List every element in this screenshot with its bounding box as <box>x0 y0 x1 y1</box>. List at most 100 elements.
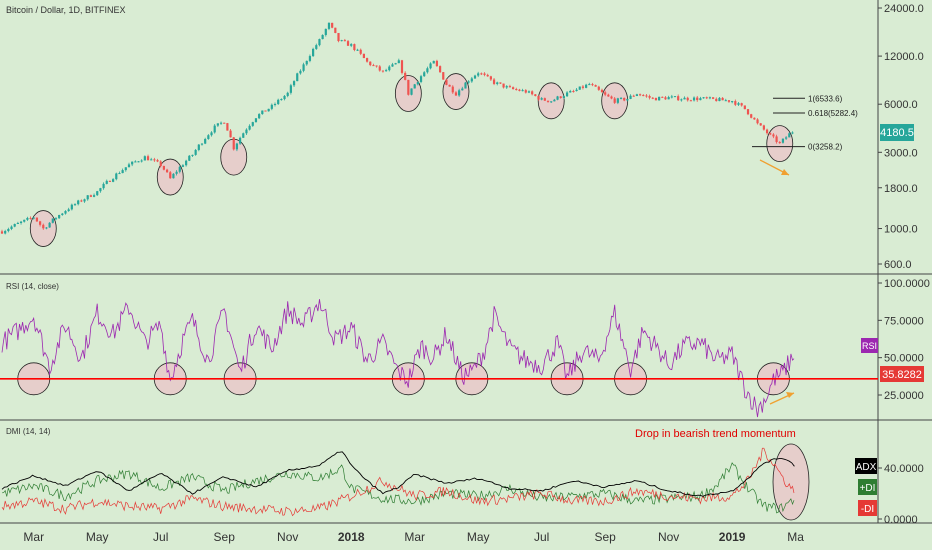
candle-body <box>626 98 629 101</box>
price-candles <box>0 22 794 235</box>
candle-body <box>61 213 64 216</box>
candle-body <box>651 97 654 99</box>
candle-body <box>175 171 178 174</box>
candle-body <box>267 108 270 112</box>
candle-body <box>718 97 721 102</box>
candle-body <box>394 63 397 65</box>
candle-body <box>80 200 83 202</box>
candle-body <box>696 97 699 101</box>
candle-body <box>508 86 512 88</box>
candle-body <box>458 90 461 96</box>
candle-body <box>537 96 540 100</box>
candle-body <box>375 65 378 67</box>
candle-body <box>372 65 375 67</box>
fib-level-label: 0(3258.2) <box>808 143 843 152</box>
candle-body <box>781 138 785 143</box>
candle-body <box>23 219 26 222</box>
plus-di-line <box>1 462 795 514</box>
candle-body <box>591 84 594 86</box>
rsi-badge-label: RSI <box>862 341 877 351</box>
last-price-label: 4180.5 <box>880 127 914 139</box>
fib-level-label: 1(6533.6) <box>808 94 843 103</box>
price-axis: 24000.0 12000.0 6000.0 3000.0 1800.0 1000.0 60… <box>878 3 924 271</box>
candle-body <box>369 61 372 66</box>
dmi-highlight-circle <box>772 443 810 521</box>
candle-body <box>546 100 550 102</box>
candle-body <box>153 159 156 161</box>
candle-body <box>391 64 394 67</box>
candle-body <box>121 170 124 174</box>
time-axis-label: Sep <box>594 530 616 544</box>
candle-body <box>86 195 89 200</box>
candle-body <box>226 123 229 131</box>
rsi-series <box>1 299 795 418</box>
candle-body <box>559 96 562 98</box>
candle-body <box>127 164 131 168</box>
candle-body <box>115 173 118 180</box>
time-axis: Mar May Jul Sep Nov 2018 Mar May Jul Sep Nov 2019 Ma <box>23 530 804 544</box>
candle-body <box>64 211 67 214</box>
candle-body <box>477 73 480 76</box>
candle-body <box>769 133 772 135</box>
candle-body <box>397 60 400 64</box>
candle-body <box>775 136 778 143</box>
candle-body <box>346 41 350 46</box>
candle-body <box>331 22 334 28</box>
candle-body <box>492 79 496 84</box>
candle-body <box>711 97 715 99</box>
candle-body <box>245 129 248 134</box>
candle-body <box>619 97 623 99</box>
candle-body <box>638 94 642 96</box>
candle-body <box>185 160 188 166</box>
adx-line <box>1 451 795 497</box>
candle-body <box>118 173 121 175</box>
price-tick-label: 3000.0 <box>884 147 918 159</box>
candle-body <box>518 89 521 91</box>
candle-body <box>778 142 781 144</box>
time-axis-label: Nov <box>658 530 679 544</box>
rsi-line <box>1 299 795 418</box>
candle-body <box>70 204 73 210</box>
candle-body <box>327 22 331 29</box>
candle-body <box>515 89 518 91</box>
candle-body <box>753 117 756 120</box>
candle-body <box>791 132 794 134</box>
candle-body <box>362 53 365 59</box>
time-axis-label: Mar <box>404 530 425 544</box>
candle-body <box>442 72 445 80</box>
candle-body <box>172 173 175 179</box>
candle-body <box>235 143 239 150</box>
candle-body <box>534 94 537 97</box>
candle-body <box>765 129 769 134</box>
candle-body <box>73 204 77 206</box>
candle-body <box>312 48 315 57</box>
candle-body <box>283 95 286 100</box>
dmi-pane-circle <box>772 443 810 521</box>
candle-body <box>594 85 597 87</box>
candle-body <box>150 159 153 161</box>
candle-body <box>216 123 219 126</box>
candle-body <box>105 180 108 184</box>
candle-body <box>740 103 743 106</box>
candle-body <box>762 125 765 130</box>
candle-body <box>607 94 610 97</box>
candle-body <box>89 195 92 197</box>
fib-level-label: 0.618(5282.4) <box>808 109 858 118</box>
candle-body <box>648 96 651 98</box>
candle-body <box>131 161 134 165</box>
candle-body <box>26 217 29 220</box>
candle-body <box>340 40 343 42</box>
candle-body <box>464 82 467 89</box>
candle-body <box>524 90 527 93</box>
candle-body <box>480 73 483 75</box>
candle-body <box>112 179 115 182</box>
last-price-badge: 4180.5 <box>880 124 914 141</box>
up-arrow <box>769 392 795 405</box>
candle-body <box>315 45 318 49</box>
candle-body <box>565 92 569 97</box>
candle-body <box>54 218 58 220</box>
candle-body <box>273 104 277 106</box>
candle-body <box>277 99 280 105</box>
candle-body <box>658 96 661 101</box>
candle-body <box>324 28 327 35</box>
